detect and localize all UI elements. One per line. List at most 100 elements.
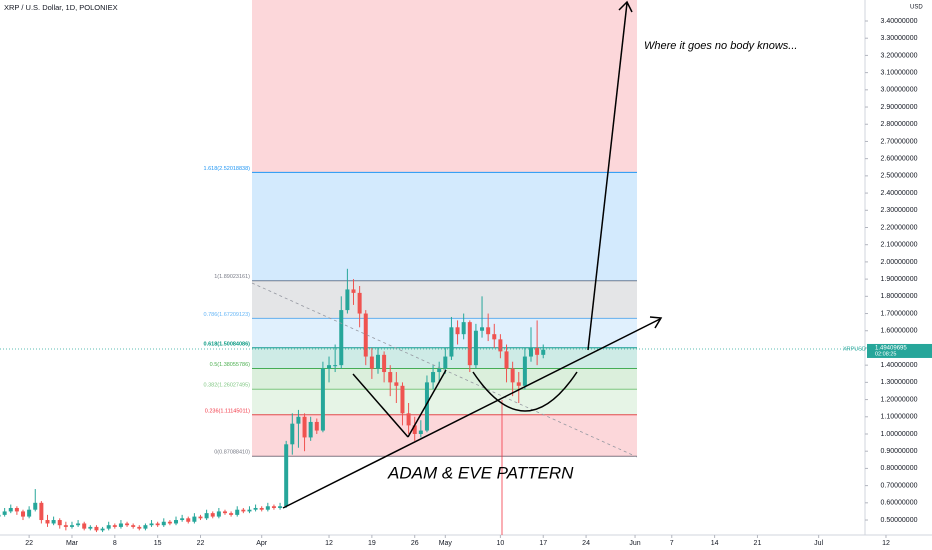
candle-body	[106, 525, 111, 529]
candle-body	[33, 502, 38, 510]
candle-body	[535, 347, 540, 355]
candle-body	[259, 507, 264, 510]
candle-body	[449, 327, 454, 357]
candle-body	[290, 423, 295, 445]
x-tick-label: 10	[496, 540, 504, 547]
y-tick-label: 2.10000000	[881, 242, 918, 249]
candle-body	[412, 425, 417, 434]
candle-body	[0, 514, 1, 517]
symbol-label: XRPUSD	[843, 346, 866, 352]
up-trend-line	[282, 318, 661, 509]
y-tick-label: 2.80000000	[881, 121, 918, 128]
x-tick-label: 12	[325, 540, 333, 547]
candle-body	[88, 526, 93, 529]
x-tick-label: 22	[25, 540, 33, 547]
y-tick-label: 3.20000000	[881, 52, 918, 59]
candle-body	[174, 520, 179, 524]
y-tick-label: 3.40000000	[881, 18, 918, 25]
last-price-label: 1.49409695	[875, 346, 907, 352]
candle-body	[161, 521, 166, 526]
candle-body	[63, 525, 68, 527]
candle-body	[418, 430, 423, 434]
y-tick-label: 3.00000000	[881, 87, 918, 94]
candle-body	[522, 356, 527, 386]
candle-body	[333, 365, 338, 367]
candle-body	[357, 292, 362, 314]
projection-arrowhead	[618, 0, 633, 13]
candle-body	[14, 507, 19, 512]
candle-body	[241, 509, 246, 512]
candle-body	[431, 372, 436, 383]
fib-label: 0(0.87088410)	[214, 450, 250, 456]
x-tick-label: 17	[539, 540, 547, 547]
y-tick-label: 3.10000000	[881, 69, 918, 76]
candle-body	[112, 525, 117, 527]
y-tick-label: 1.70000000	[881, 310, 918, 317]
candle-body	[118, 523, 123, 527]
fib-zone	[252, 172, 637, 281]
candle-body	[375, 354, 380, 369]
last-price-badge	[867, 343, 932, 358]
x-tick-label: 22	[197, 540, 205, 547]
y-tick-label: 0.60000000	[881, 500, 918, 507]
candle-body	[492, 334, 497, 340]
candle-body	[198, 516, 203, 519]
y-tick-label: 3.30000000	[881, 35, 918, 42]
candle-body	[443, 356, 448, 369]
candle-body	[424, 382, 429, 431]
candle-body	[27, 509, 32, 517]
y-tick-label: 2.60000000	[881, 156, 918, 163]
candle-body	[204, 513, 209, 519]
candle-body	[327, 365, 332, 369]
candle-body	[467, 322, 472, 366]
fib-zone	[252, 280, 637, 319]
y-tick-label: 0.90000000	[881, 448, 918, 455]
candle-body	[82, 523, 87, 529]
y-tick-label: 1.10000000	[881, 414, 918, 421]
y-tick-label: 2.00000000	[881, 259, 918, 266]
candle-body	[516, 382, 521, 386]
candle-body	[510, 368, 515, 383]
candle-body	[320, 368, 325, 431]
y-tick-label: 1.80000000	[881, 293, 918, 300]
candle-body	[369, 356, 374, 369]
currency-label: USD	[910, 5, 923, 11]
fib-zone	[252, 389, 637, 415]
y-tick-label: 1.20000000	[881, 396, 918, 403]
y-tick-label: 1.90000000	[881, 276, 918, 283]
candle-body	[94, 526, 99, 531]
candle-body	[51, 520, 56, 524]
y-tick-label: 0.70000000	[881, 482, 918, 489]
candle-body	[45, 520, 50, 524]
y-tick-label: 0.80000000	[881, 465, 918, 472]
candle-body	[247, 509, 252, 512]
fib-label: 1.618(2.52018838)	[204, 166, 251, 172]
x-tick-label: 8	[113, 540, 117, 547]
fib-zones: 0(0.87088410) 0.236(1.11145011) 0.382(1.26…	[204, 0, 637, 457]
candle-body	[235, 509, 240, 515]
candle-body	[498, 339, 503, 352]
x-tick-label: 12	[882, 540, 890, 547]
candle-body	[229, 513, 234, 515]
y-tick-label: 2.50000000	[881, 173, 918, 180]
y-tick-label: 2.30000000	[881, 207, 918, 214]
plot	[0, 268, 546, 533]
candle-body	[394, 382, 399, 386]
up-trend-arrowhead	[649, 316, 663, 329]
dashed-trend-line	[251, 282, 638, 458]
candle-body	[302, 416, 307, 438]
candle-body	[406, 413, 411, 426]
pattern-annotation: ADAM & EVE PATTERN	[387, 463, 574, 482]
y-tick-label: 2.40000000	[881, 190, 918, 197]
candle-body	[486, 327, 491, 335]
candle-body	[253, 507, 258, 510]
fib-label: 0.382(1.26027495)	[204, 383, 251, 389]
chart-title: XRP / U.S. Dollar, 1D, POLONIEX	[4, 3, 118, 12]
fib-label: 0.5(1.38055786)	[210, 362, 251, 368]
candle-body	[216, 511, 221, 517]
candle-body	[461, 322, 466, 335]
fib-label: 0.236(1.11145011)	[205, 408, 250, 414]
x-tick-label: 7	[670, 540, 674, 547]
y-tick-label: 2.20000000	[881, 224, 918, 231]
x-tick-label: May	[439, 540, 453, 547]
